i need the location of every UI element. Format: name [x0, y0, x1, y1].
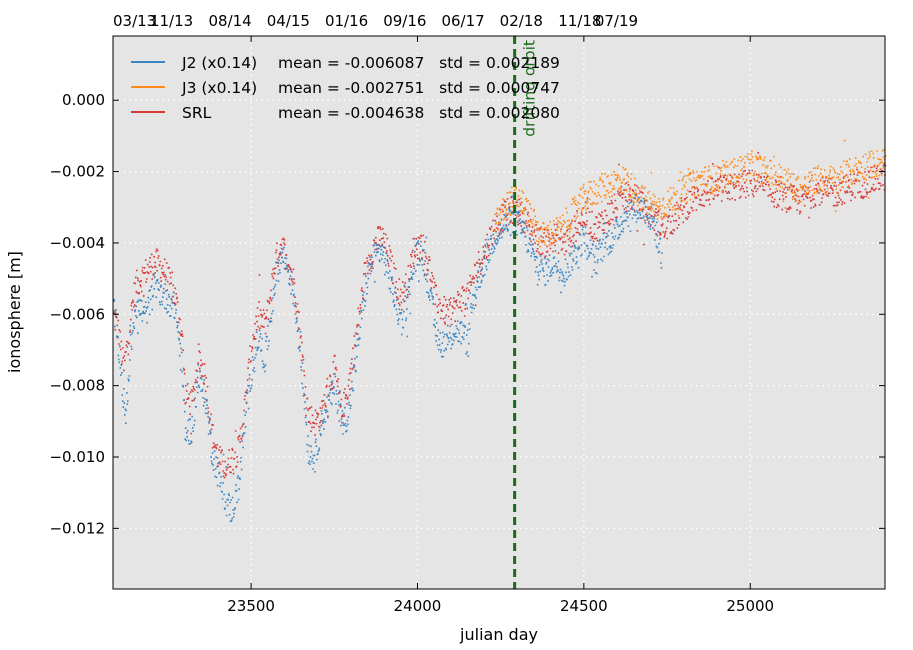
y-axis-title: ionosphere [m] — [5, 251, 24, 373]
y-tick-label: −0.008 — [49, 377, 105, 395]
x-tick-label: 24500 — [560, 597, 608, 615]
y-tick-label: −0.004 — [49, 234, 105, 252]
legend-series-stats: mean = -0.006087 std = 0.002189 — [278, 54, 560, 72]
plot-background — [113, 36, 885, 589]
series-marks — [113, 194, 663, 523]
grid — [113, 36, 885, 589]
legend-series-name: SRL — [182, 104, 212, 122]
y-tick-label: −0.012 — [49, 519, 105, 537]
x-tick-label: 23500 — [227, 597, 275, 615]
top-date-label: 04/15 — [267, 12, 310, 30]
ticks: 23500 24000 24500 25000 0.000 −0.002 −0.004 −0.… — [49, 12, 885, 615]
legend-series-name: J3 (x0.14) — [181, 79, 257, 97]
y-tick-label: 0.000 — [62, 91, 105, 109]
drifting-orbit-label: drifting orbit — [521, 40, 539, 137]
top-date-label: 01/16 — [325, 12, 368, 30]
top-date-label: 02/18 — [500, 12, 543, 30]
top-date-label: 07/19 — [595, 12, 638, 30]
y-tick-label: −0.010 — [49, 448, 105, 466]
top-date-label: 08/14 — [209, 12, 252, 30]
x-axis-title: julian day — [459, 625, 538, 644]
legend: J2 (x0.14) mean = -0.006087 std = 0.00218… — [131, 54, 560, 122]
x-tick-label: 24000 — [394, 597, 442, 615]
data-points — [113, 139, 887, 523]
top-date-label: 11/13 — [150, 12, 193, 30]
legend-series-stats: mean = -0.002751 std = 0.000747 — [278, 79, 560, 97]
series-j2-points — [113, 194, 663, 523]
legend-series-stats: mean = -0.004638 std = 0.002080 — [278, 104, 560, 122]
y-tick-label: −0.002 — [49, 163, 105, 181]
top-date-label: 03/13 — [113, 12, 156, 30]
legend-series-name: J2 (x0.14) — [181, 54, 257, 72]
top-date-label: 11/18 — [558, 12, 601, 30]
top-date-label: 09/16 — [383, 12, 426, 30]
top-date-label: 06/17 — [441, 12, 484, 30]
x-tick-label: 25000 — [726, 597, 774, 615]
drifting-orbit-annotation: drifting orbit — [513, 36, 539, 589]
y-tick-label: −0.006 — [49, 305, 105, 323]
plot-frame — [112, 35, 886, 590]
